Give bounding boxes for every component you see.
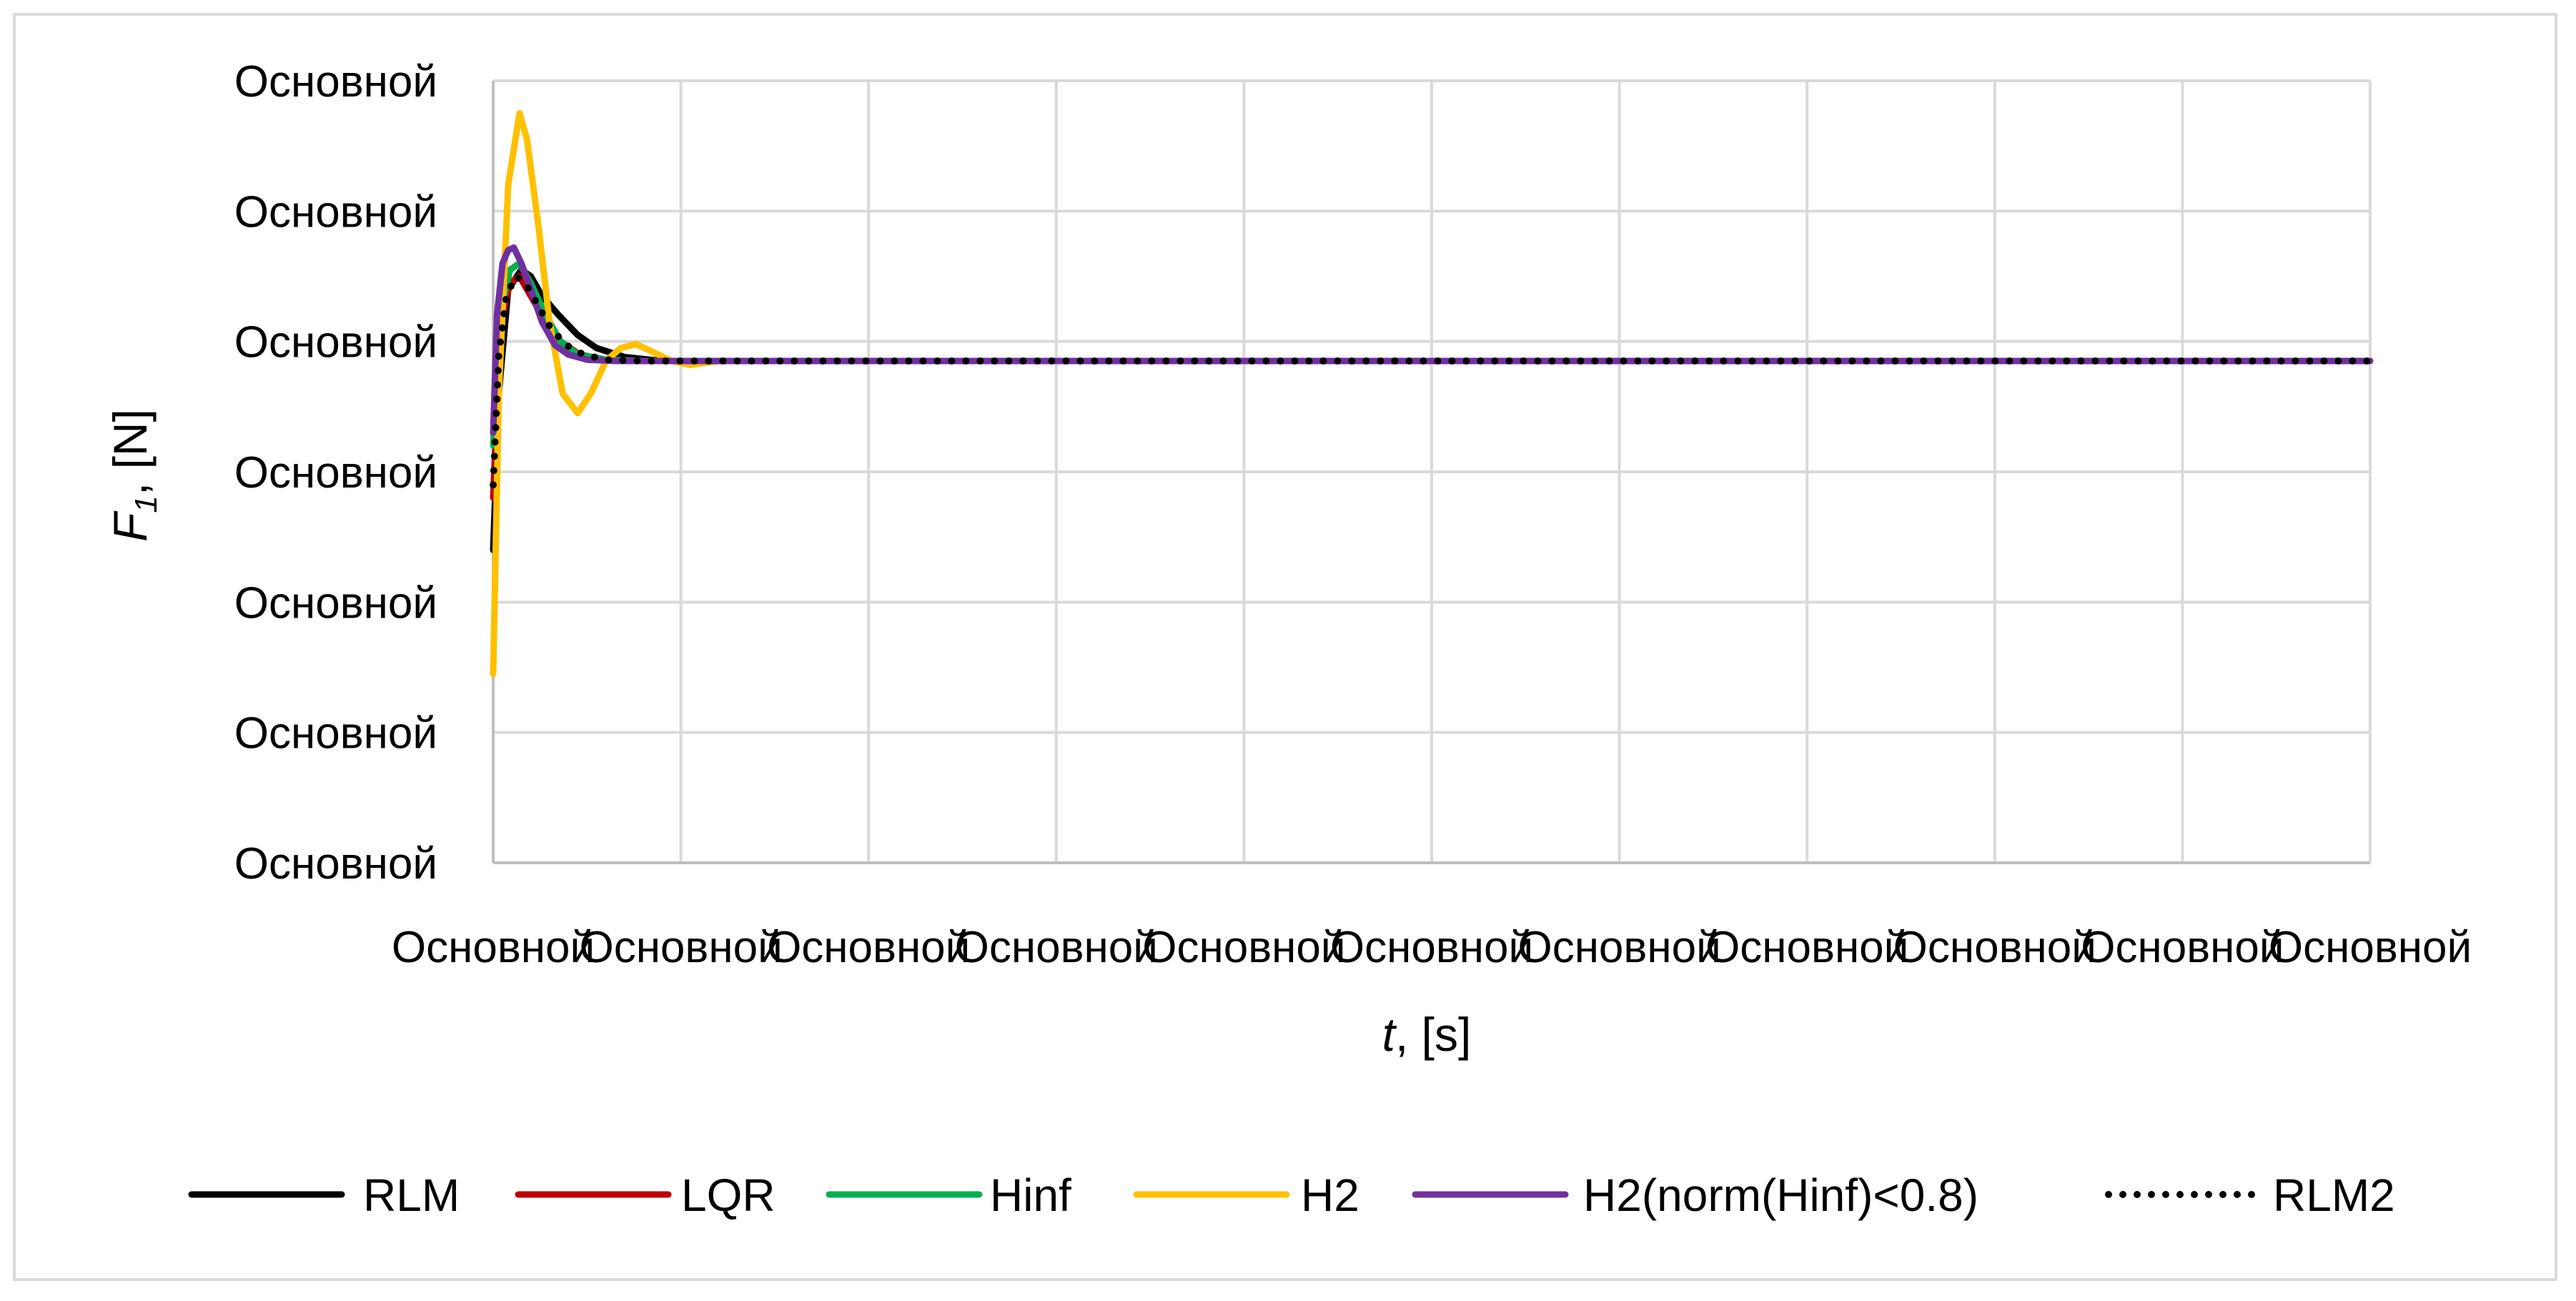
legend-label: RLM (363, 1169, 460, 1221)
y-tick-label: Основной (234, 448, 437, 498)
x-tick-label: Основной (1330, 923, 1533, 972)
x-tick-label: Основной (579, 923, 782, 972)
y-axis-title-sep: , (104, 469, 157, 495)
y-axis-title-subscript: 1 (129, 495, 164, 513)
y-tick-label: Основной (234, 839, 437, 889)
legend-label: RLM2 (2273, 1169, 2395, 1221)
y-axis-title-main: F (104, 510, 157, 542)
y-tick-label: Основной (234, 578, 437, 628)
x-tick-label: Основной (2081, 923, 2284, 972)
y-tick-label: Основной (234, 709, 437, 758)
x-axis-title-main: t (1382, 1008, 1397, 1061)
y-axis-title-unit: [N] (104, 409, 157, 469)
legend-label: H2 (1301, 1169, 1359, 1221)
x-tick-label: Основной (1893, 923, 2096, 972)
legend-label: H2(norm(Hinf)<0.8) (1583, 1169, 1978, 1221)
x-tick-label: Основной (1517, 923, 1720, 972)
y-tick-label: Основной (234, 57, 437, 107)
x-tick-label: Основной (955, 923, 1158, 972)
x-tick-label: Основной (1705, 923, 1908, 972)
y-axis-title: F1, [N] (104, 409, 164, 542)
x-axis-title-sep: , (1395, 1008, 1422, 1061)
x-tick-label: Основной (392, 923, 595, 972)
grid-lines (492, 79, 2372, 864)
x-tick-labels: ОсновнойОсновнойОсновнойОсновнойОсновной… (392, 923, 2472, 972)
series-line-rlm2 (490, 272, 2374, 489)
x-tick-label: Основной (2269, 923, 2472, 972)
legend-label: LQR (681, 1169, 776, 1221)
x-axis-title-unit: [s] (1422, 1008, 1472, 1061)
x-axis-title: t, [s] (1382, 1008, 1472, 1061)
y-tick-label: Основной (234, 318, 437, 367)
y-tick-labels: Основной Основной Основной Основной Основной… (234, 57, 437, 889)
legend-label: Hinf (990, 1169, 1071, 1221)
legend: RLM LQR Hinf H2 H2(norm(Hinf)<0.8) RLM2 (188, 1169, 2395, 1221)
x-tick-label: Основной (767, 923, 970, 972)
x-tick-label: Основной (1142, 923, 1345, 972)
chart-frame (13, 13, 2557, 1281)
y-tick-label: Основной (234, 187, 437, 237)
series-lines (490, 110, 2374, 678)
